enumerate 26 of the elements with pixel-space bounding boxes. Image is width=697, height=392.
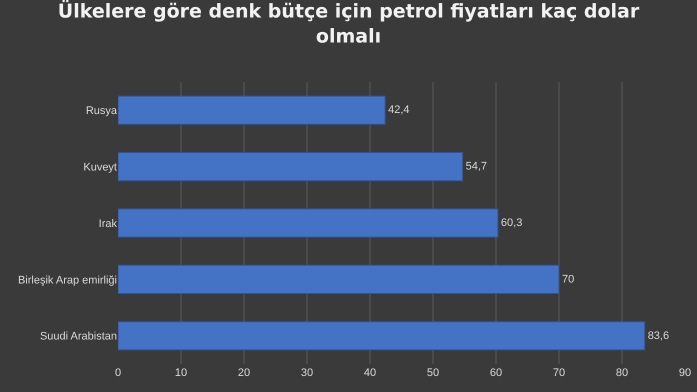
y-tick-label: Kuveyt	[83, 161, 117, 174]
bar	[118, 152, 464, 182]
y-tick-label: Birleşik Arap emirliği	[18, 274, 117, 286]
bar	[118, 96, 386, 125]
x-tick-label: 30	[300, 367, 314, 379]
data-label: 70	[562, 273, 574, 286]
y-tick-label: Rusya	[86, 105, 118, 118]
bar	[118, 321, 646, 350]
data-label: 42,4	[388, 104, 410, 116]
chart-title: Ülkelere göre denk bütçe için petrol fiyatları kaç dolar olmalı	[58, 0, 640, 48]
x-tick-label: 0	[114, 367, 122, 379]
x-tick-label: 80	[616, 367, 628, 379]
x-tick-label: 20	[238, 367, 250, 379]
x-tick-label: 90	[678, 367, 692, 379]
x-tick-label: 50	[426, 367, 440, 379]
y-tick-label: Suudi Arabistan	[40, 330, 117, 343]
x-tick-label: 40	[364, 367, 376, 379]
bar	[118, 264, 560, 294]
y-tick-label: Irak	[98, 218, 118, 230]
x-tick-label: 70	[552, 367, 566, 379]
data-label: 54,7	[466, 160, 488, 173]
bar	[118, 208, 498, 238]
data-label: 83,6	[648, 330, 670, 342]
x-tick-label: 60	[490, 367, 502, 379]
x-tick-label: 10	[174, 367, 188, 379]
data-label: 60,3	[500, 217, 522, 229]
